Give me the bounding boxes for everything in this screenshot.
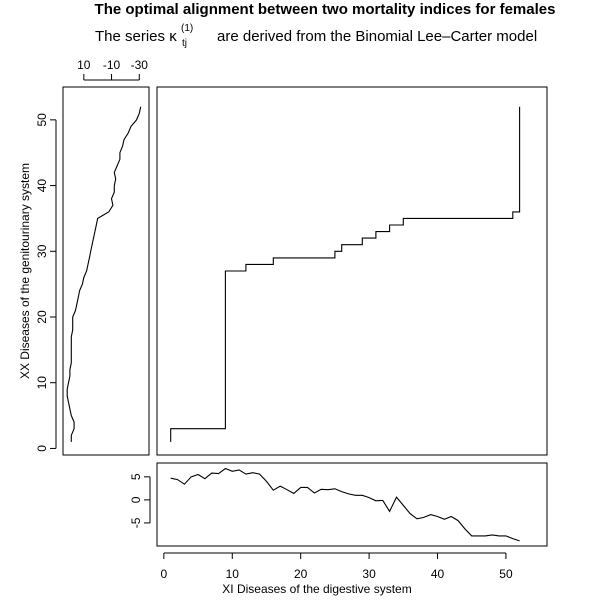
y-tick-label: 0 — [35, 445, 49, 452]
subtitle-suffix: are derived from the Binomial Lee–Carter… — [217, 28, 537, 45]
genitourinary-series-line — [66, 106, 142, 442]
digestive-series-line — [170, 467, 520, 542]
bottom-y-tick-label: 5 — [129, 473, 143, 480]
left-panel-frame — [62, 86, 150, 456]
left-x-tick-label: -30 — [131, 58, 149, 72]
subtitle-prefix: The series κ — [95, 28, 177, 45]
subtitle-subscript: tj — [182, 38, 187, 49]
y-tick-label: 40 — [35, 179, 49, 193]
x-tick-label: 30 — [362, 567, 376, 581]
x-tick-label: 20 — [294, 567, 308, 581]
bottom-y-tick-label: 0 — [129, 496, 143, 503]
left-x-tick-label: 10 — [77, 58, 91, 72]
chart-subtitle: The series κ (1) tj are derived from the… — [95, 23, 537, 49]
bottom-y-tick-label: -5 — [129, 517, 143, 528]
left-x-tick-label: -10 — [103, 58, 121, 72]
alignment-path-line — [170, 106, 521, 442]
svg-text:The series κ: The series κ — [95, 28, 177, 45]
y-tick-label: 30 — [35, 244, 49, 258]
main-panel-frame — [156, 86, 548, 456]
x-tick-label: 40 — [431, 567, 445, 581]
y-axis-label: XX Diseases of the genitourinary system — [18, 163, 32, 379]
chart-title: The optimal alignment between two mortal… — [95, 1, 556, 18]
y-tick-label: 10 — [35, 376, 49, 390]
y-tick-label: 50 — [35, 113, 49, 127]
x-tick-label: 10 — [226, 567, 240, 581]
series-layer — [66, 106, 521, 542]
y-tick-label: 20 — [35, 310, 49, 324]
subtitle-superscript: (1) — [181, 23, 193, 34]
x-axis-label: XI Diseases of the digestive system — [222, 582, 411, 596]
x-tick-label: 50 — [499, 567, 513, 581]
x-tick-label: 0 — [160, 567, 167, 581]
bottom-panel-frame — [156, 462, 548, 547]
